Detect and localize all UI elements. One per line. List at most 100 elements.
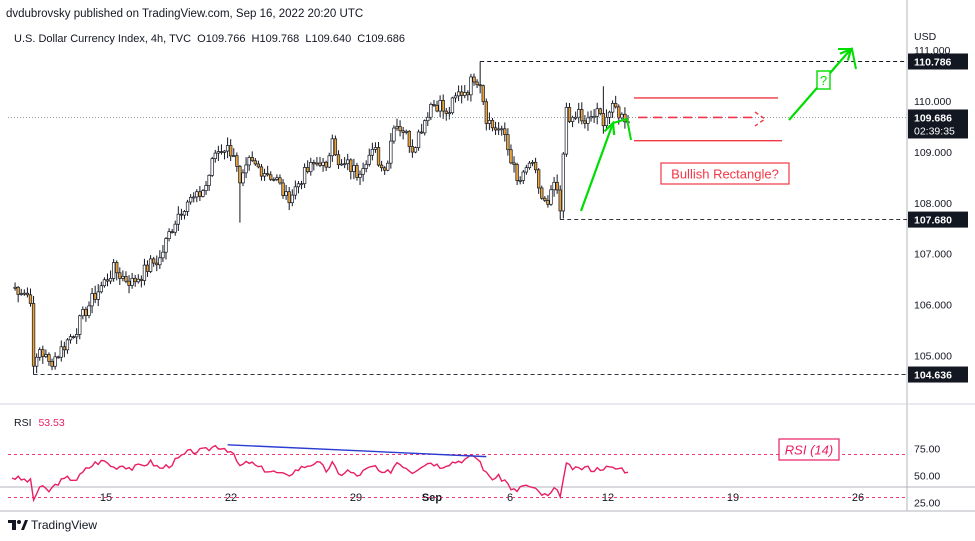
candle-down — [546, 200, 550, 205]
candle-up — [518, 180, 522, 182]
candle-up — [463, 92, 467, 96]
candle-up — [604, 117, 609, 127]
candle-down — [401, 130, 405, 133]
candle-down — [25, 292, 30, 296]
candle-up — [232, 155, 236, 158]
candle-up — [38, 349, 42, 358]
candle-down — [333, 138, 338, 156]
time-tick-label: 15 — [100, 492, 112, 504]
candle-down — [139, 278, 144, 281]
time-tick-label: 19 — [727, 492, 739, 504]
candle-down — [31, 303, 36, 367]
price-tick-label: 110.000 — [914, 96, 951, 108]
candle-up — [275, 177, 279, 180]
candle-down — [84, 309, 88, 316]
candle-down — [484, 101, 488, 124]
price-axis-unit: USD — [914, 31, 937, 43]
candle-up — [296, 183, 301, 188]
candle-up — [395, 126, 399, 129]
candle-down — [179, 213, 184, 216]
candle-up — [370, 149, 375, 156]
candle-down — [349, 159, 353, 172]
candle-down — [493, 127, 498, 131]
candle-down — [152, 258, 156, 264]
candle-up — [527, 162, 532, 169]
candle-down — [379, 164, 384, 169]
candle-up — [210, 158, 214, 176]
candle-up — [315, 162, 319, 165]
candle-up — [136, 278, 140, 283]
candle-up — [81, 309, 85, 317]
candle-up — [564, 107, 569, 155]
candle-up — [549, 189, 553, 205]
candle-down — [580, 109, 584, 122]
candle-up — [241, 172, 245, 184]
candle-up — [426, 116, 430, 122]
candle-up — [620, 113, 624, 119]
candle-up — [262, 173, 267, 177]
candle-down — [598, 108, 602, 114]
candle-up — [87, 305, 91, 316]
candle-down — [118, 272, 122, 279]
candle-up — [213, 152, 217, 159]
candle-up — [195, 191, 199, 198]
candle-up — [225, 145, 230, 152]
rsi-legend: RSI 53.53 — [14, 417, 65, 429]
published-caption: dvdubrovsky published on TradingView.com… — [6, 8, 364, 20]
candle-up — [456, 91, 461, 97]
candle-down — [16, 286, 20, 295]
candle-down — [376, 147, 381, 166]
candle-up — [577, 109, 581, 118]
time-tick-label: 29 — [350, 492, 362, 504]
candle-up — [413, 147, 418, 153]
tradingview-brand[interactable]: TradingView — [8, 518, 97, 532]
candle-up — [96, 291, 100, 300]
candle-down — [47, 354, 51, 362]
rsi-annotation-text: RSI (14) — [785, 443, 833, 458]
candle-down — [407, 130, 411, 147]
candle-up — [339, 163, 344, 166]
rsi-tick-label: 50.00 — [914, 471, 940, 483]
candle-down — [466, 92, 470, 96]
candle-up — [176, 213, 180, 225]
candle-down — [93, 293, 97, 300]
candle-down — [617, 106, 621, 119]
candle-up — [99, 285, 103, 293]
level-price-label: 107.680 — [914, 215, 952, 227]
rectangle-arrow-head — [754, 111, 767, 127]
price-tick-label: 107.000 — [914, 249, 952, 261]
candle-up — [586, 117, 590, 124]
candle-up — [111, 262, 116, 279]
candle-down — [444, 110, 448, 114]
candle-up — [309, 162, 313, 173]
price-tick-label: 109.000 — [914, 147, 952, 159]
candle-up — [59, 346, 63, 358]
candle-down — [235, 155, 239, 167]
candle-down — [281, 182, 285, 196]
candle-up — [182, 211, 187, 216]
candle-down — [265, 173, 270, 176]
candle-down — [170, 231, 174, 234]
candle-down — [155, 262, 159, 266]
candle-up — [392, 127, 396, 142]
candle-down — [56, 356, 60, 359]
candle-up — [284, 191, 288, 196]
candle-up — [453, 95, 458, 99]
candle-up — [167, 231, 171, 239]
candle-down — [219, 151, 224, 153]
price-tick-label: 105.000 — [914, 351, 952, 363]
level-price-label: 104.636 — [914, 370, 952, 382]
candle-down — [71, 336, 76, 339]
candle-up — [293, 186, 298, 196]
candle-up — [364, 163, 368, 169]
candle-up — [302, 167, 307, 185]
candle-up — [78, 315, 82, 335]
green-arrow-tail — [612, 117, 632, 141]
candle-up — [19, 293, 23, 295]
time-tick-label: 22 — [225, 492, 237, 504]
candle-up — [53, 356, 57, 367]
candle-down — [259, 166, 264, 177]
candle-down — [509, 149, 513, 164]
candle-down — [287, 191, 291, 204]
candle-down — [555, 181, 559, 191]
